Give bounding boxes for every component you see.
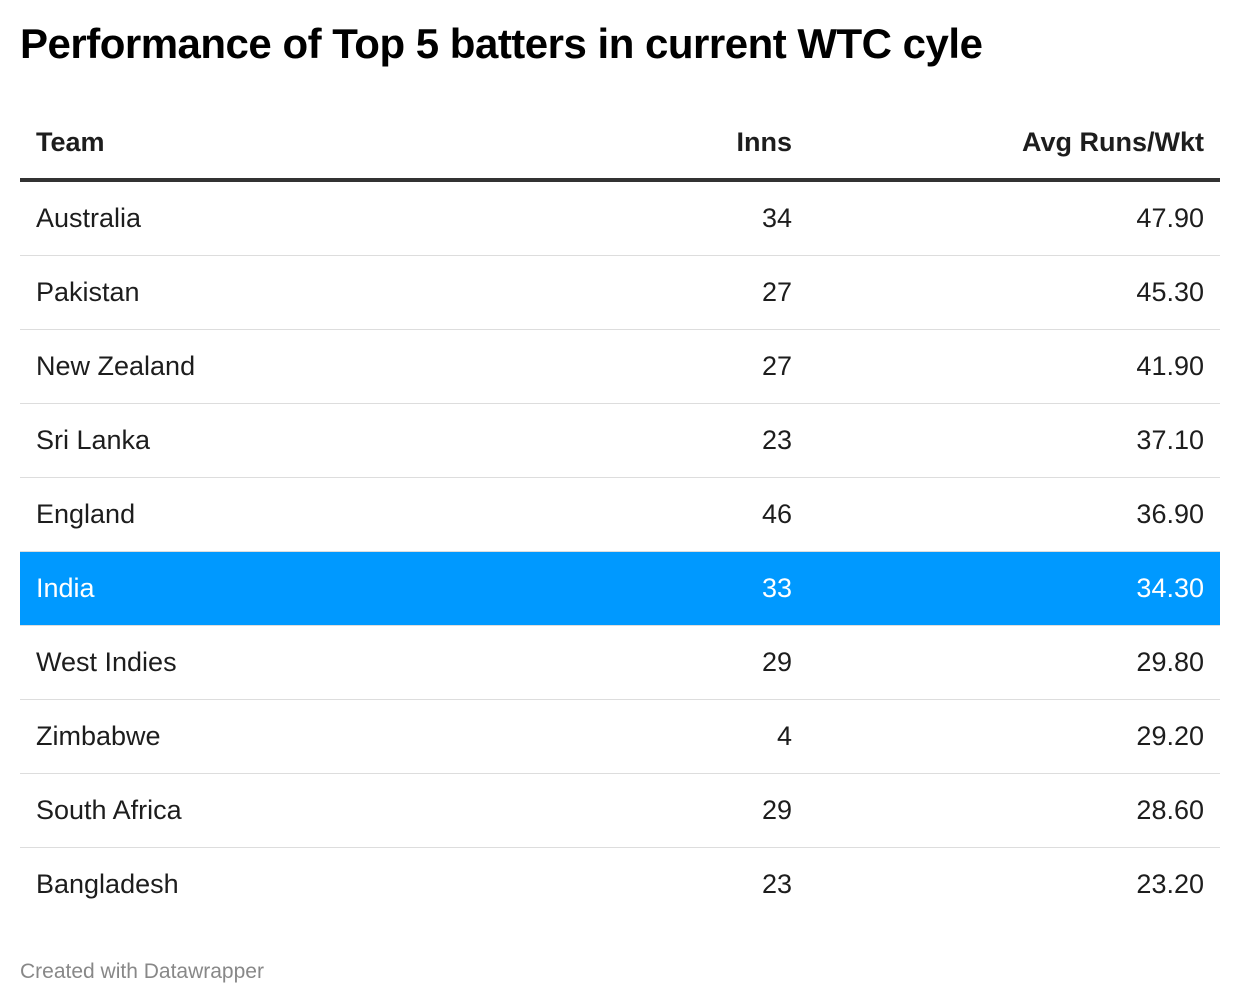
cell-inns: 23 <box>761 869 792 899</box>
table-row: West Indies 29 29.80 <box>20 625 1220 700</box>
cell-team: Sri Lanka <box>20 403 612 478</box>
cell-inns: 34 <box>612 180 808 256</box>
table-row: Bangladesh 23 23.20 <box>20 848 1220 922</box>
cell-avg: 45.30 <box>808 255 1220 330</box>
table-row: South Africa 29 28.60 <box>20 773 1220 848</box>
cell-team: Australia <box>20 180 612 256</box>
cell-inns: 23 <box>612 403 808 478</box>
cell-avg: 37.10 <box>808 403 1220 478</box>
cell-avg: 29.80 <box>808 625 1220 700</box>
data-table: Team Inns Avg Runs/Wkt Australia 34 47.90 P… <box>20 106 1220 921</box>
cell-inns: 46 <box>612 477 808 552</box>
cell-team: England <box>20 477 612 552</box>
chart-title: Performance of Top 5 batters in current … <box>20 20 983 67</box>
cell-inns: 29 <box>612 625 808 700</box>
column-header-inns[interactable]: Inns <box>612 106 808 182</box>
cell-avg: 47.90 <box>808 180 1220 256</box>
cell-avg: 41.90 <box>808 329 1220 404</box>
table-row: Zimbabwe 4 29.20 <box>20 699 1220 774</box>
cell-team: Zimbabwe <box>20 699 612 774</box>
column-header-avg[interactable]: Avg Runs/Wkt <box>808 106 1220 182</box>
table-row: England 46 36.90 <box>20 477 1220 552</box>
cell-team: India <box>20 551 612 626</box>
table-row: Australia 34 47.90 <box>20 180 1220 256</box>
table-row: India 33 34.30 <box>20 551 1220 626</box>
cell-avg: 36.90 <box>808 477 1220 552</box>
cell-team: Bangladesh <box>36 869 179 899</box>
cell-team: West Indies <box>20 625 612 700</box>
cell-team: New Zealand <box>20 329 612 404</box>
cell-avg: 28.60 <box>808 773 1220 848</box>
cell-inns: 4 <box>612 699 808 774</box>
column-header-team[interactable]: Team <box>20 106 612 182</box>
credit-link[interactable]: Created with Datawrapper <box>20 960 264 983</box>
cell-avg: 29.20 <box>808 699 1220 774</box>
cell-team: South Africa <box>20 773 612 848</box>
cell-inns: 27 <box>612 329 808 404</box>
cell-inns: 27 <box>612 255 808 330</box>
cell-inns: 33 <box>612 551 808 626</box>
header-row: Team Inns Avg Runs/Wkt <box>20 106 1220 182</box>
table-row: Pakistan 27 45.30 <box>20 255 1220 330</box>
cell-team: Pakistan <box>20 255 612 330</box>
table-row: New Zealand 27 41.90 <box>20 329 1220 404</box>
cell-inns: 29 <box>612 773 808 848</box>
cell-avg: 23.20 <box>1136 869 1204 899</box>
table-row: Sri Lanka 23 37.10 <box>20 403 1220 478</box>
cell-avg: 34.30 <box>808 551 1220 626</box>
